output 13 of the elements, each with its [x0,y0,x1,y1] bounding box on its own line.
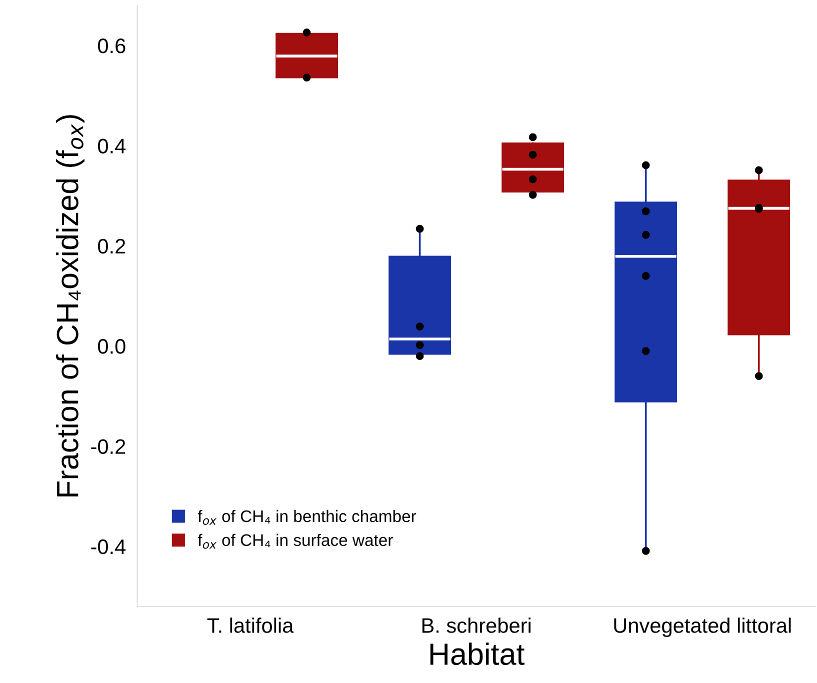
y-tick-label: 0.0 [98,339,126,354]
y-tick-label: 0.4 [98,138,126,154]
legend-label: f$_{ox}$ of CH₄ in benthic chamber [198,510,416,525]
x-tick-label: T. latifolia [207,618,294,633]
x-tick-label: Unvegetated littoral [614,618,791,638]
y-tick-label: -0.2 [91,439,126,454]
legend-label: f$_{ox}$ of CH₄ in surface water [198,534,393,549]
y-tick-label: 0.2 [98,238,126,254]
x-axis-title: Habitat [430,642,524,666]
y-tick-label: -0.4 [91,539,126,554]
x-tick-label: B. schreberi [422,618,530,633]
y-tick-label: 0.6 [98,38,126,54]
y-axis-title: Fraction of CH₄oxidized (f$_{ox}$) [56,115,84,496]
